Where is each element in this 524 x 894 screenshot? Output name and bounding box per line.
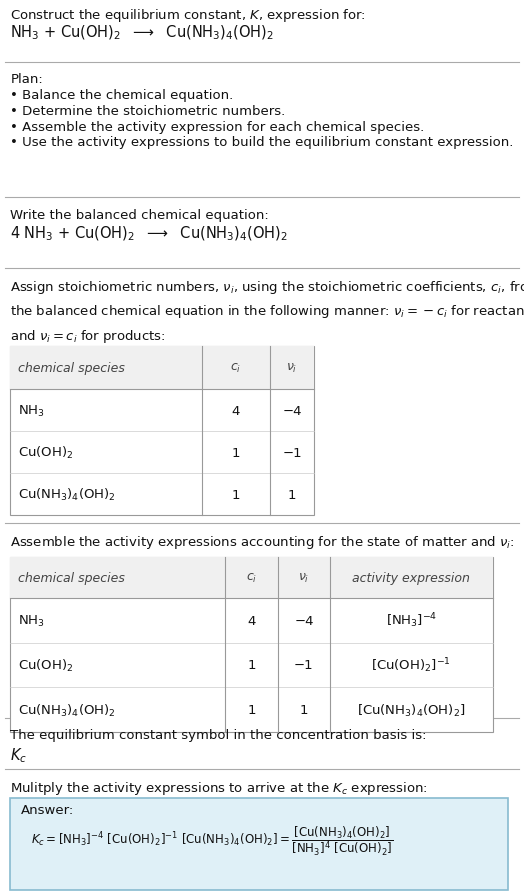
Text: 1: 1	[247, 704, 256, 716]
Bar	[10, 347, 314, 516]
Text: • Determine the stoichiometric numbers.: • Determine the stoichiometric numbers.	[10, 105, 286, 118]
Text: • Assemble the activity expression for each chemical species.: • Assemble the activity expression for e…	[10, 121, 425, 134]
Text: $\nu_i$: $\nu_i$	[287, 362, 298, 375]
Text: Answer:: Answer:	[21, 803, 74, 816]
Text: $c_i$: $c_i$	[246, 571, 257, 584]
Text: Cu(NH$_3$)$_4$(OH)$_2$: Cu(NH$_3$)$_4$(OH)$_2$	[18, 702, 116, 718]
Text: $c_i$: $c_i$	[230, 362, 242, 375]
Text: chemical species: chemical species	[18, 362, 125, 375]
Bar	[10, 557, 493, 598]
Text: chemical species: chemical species	[18, 571, 125, 584]
Text: Assemble the activity expressions accounting for the state of matter and $\nu_i$: Assemble the activity expressions accoun…	[10, 534, 515, 551]
Text: Plan:: Plan:	[10, 73, 43, 87]
Text: −1: −1	[294, 659, 314, 671]
Text: −4: −4	[282, 404, 302, 417]
Text: −1: −1	[282, 446, 302, 460]
FancyBboxPatch shape	[10, 798, 508, 890]
Text: NH$_3$: NH$_3$	[18, 613, 45, 628]
Text: NH$_3$: NH$_3$	[18, 403, 45, 418]
Text: 1: 1	[288, 488, 297, 502]
Text: Construct the equilibrium constant, $K$, expression for:: Construct the equilibrium constant, $K$,…	[10, 7, 366, 24]
Text: 1: 1	[232, 488, 240, 502]
Text: 1: 1	[300, 704, 308, 716]
Text: Cu(NH$_3$)$_4$(OH)$_2$: Cu(NH$_3$)$_4$(OH)$_2$	[18, 487, 116, 502]
Text: 1: 1	[232, 446, 240, 460]
Text: $\nu_i$: $\nu_i$	[298, 571, 310, 584]
Text: 1: 1	[247, 659, 256, 671]
Text: Mulitply the activity expressions to arrive at the $K_c$ expression:: Mulitply the activity expressions to arr…	[10, 779, 428, 796]
Bar	[10, 347, 314, 390]
Bar	[10, 557, 493, 732]
Text: [Cu(OH)$_2$]$^{-1}$: [Cu(OH)$_2$]$^{-1}$	[372, 656, 451, 674]
Text: 4: 4	[247, 614, 256, 627]
Text: −4: −4	[294, 614, 314, 627]
Text: activity expression: activity expression	[353, 571, 470, 584]
Text: $K_c$: $K_c$	[10, 746, 28, 764]
Text: The equilibrium constant symbol in the concentration basis is:: The equilibrium constant symbol in the c…	[10, 728, 427, 741]
Text: • Balance the chemical equation.: • Balance the chemical equation.	[10, 89, 234, 103]
Text: • Use the activity expressions to build the equilibrium constant expression.: • Use the activity expressions to build …	[10, 136, 514, 149]
Text: [NH$_3$]$^{-4}$: [NH$_3$]$^{-4}$	[386, 611, 437, 629]
Text: [Cu(NH$_3$)$_4$(OH)$_2$]: [Cu(NH$_3$)$_4$(OH)$_2$]	[357, 702, 466, 718]
Text: $K_c = [\mathrm{NH_3}]^{-4}\ [\mathrm{Cu(OH)_2}]^{-1}\ [\mathrm{Cu(NH_3)_4(OH)_2: $K_c = [\mathrm{NH_3}]^{-4}\ [\mathrm{Cu…	[31, 824, 394, 856]
Text: Write the balanced chemical equation:: Write the balanced chemical equation:	[10, 208, 269, 222]
Text: 4 NH$_3$ + Cu(OH)$_2$  $\longrightarrow$  Cu(NH$_3$)$_4$(OH)$_2$: 4 NH$_3$ + Cu(OH)$_2$ $\longrightarrow$ …	[10, 224, 288, 243]
Text: NH$_3$ + Cu(OH)$_2$  $\longrightarrow$  Cu(NH$_3$)$_4$(OH)$_2$: NH$_3$ + Cu(OH)$_2$ $\longrightarrow$ Cu…	[10, 23, 275, 42]
Text: Assign stoichiometric numbers, $\nu_i$, using the stoichiometric coefficients, $: Assign stoichiometric numbers, $\nu_i$, …	[10, 279, 524, 344]
Text: Cu(OH)$_2$: Cu(OH)$_2$	[18, 657, 74, 673]
Text: 4: 4	[232, 404, 240, 417]
Text: Cu(OH)$_2$: Cu(OH)$_2$	[18, 445, 74, 460]
